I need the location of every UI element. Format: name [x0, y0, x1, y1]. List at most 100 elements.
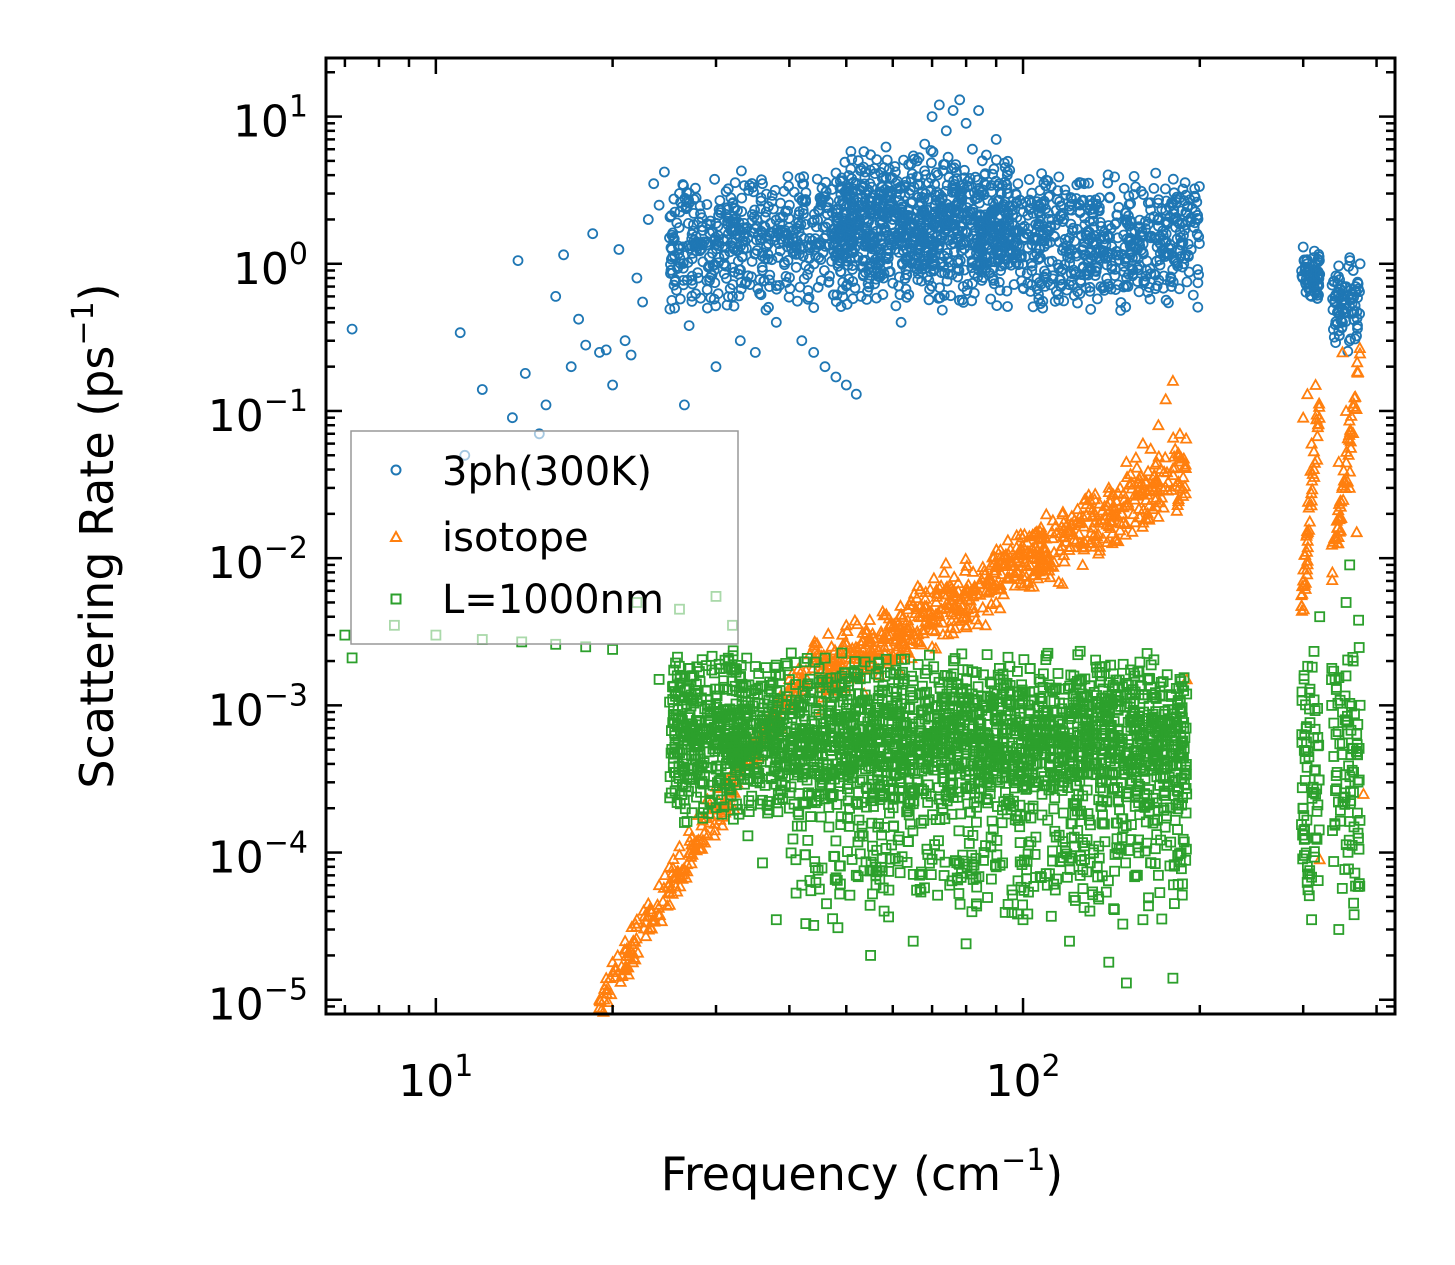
data-point: [1177, 261, 1188, 273]
data-point: [1070, 515, 1084, 527]
data-point: [346, 323, 358, 335]
data-point: [1342, 447, 1356, 460]
data-point: [766, 254, 778, 266]
data-point: [1014, 576, 1028, 589]
data-point: [1300, 562, 1314, 575]
data-point: [968, 287, 980, 299]
data-point: [751, 220, 763, 232]
data-point: [1344, 441, 1358, 453]
data-point: [919, 668, 931, 679]
data-point: [863, 281, 875, 293]
data-point: [1179, 177, 1191, 189]
data-point: [889, 244, 901, 255]
data-point: [641, 896, 655, 909]
data-point: [879, 607, 893, 620]
data-point: [893, 195, 905, 206]
data-point: [978, 256, 989, 268]
data-point: [596, 1004, 610, 1017]
data-point: [1098, 250, 1110, 262]
data-point: [1339, 455, 1353, 468]
data-point: [1054, 196, 1065, 208]
data-point: [1035, 693, 1047, 705]
data-point: [782, 171, 794, 183]
data-point: [981, 649, 993, 660]
data-point: [887, 214, 899, 225]
data-point: [896, 610, 910, 623]
data-point: [1045, 682, 1056, 694]
data-point: [839, 156, 851, 168]
data-point: [1088, 236, 1099, 248]
data-point: [735, 240, 746, 252]
data-point: [1113, 674, 1125, 686]
data-point: [620, 941, 634, 954]
data-point: [897, 748, 908, 760]
data-point: [580, 339, 592, 351]
data-point: [1166, 461, 1180, 474]
data-point: [954, 94, 966, 106]
data-point: [1042, 175, 1054, 187]
data-point: [1133, 286, 1145, 298]
data-point: [934, 189, 946, 200]
data-point: [1331, 520, 1345, 533]
data-point: [1067, 532, 1081, 545]
data-point: [669, 302, 680, 314]
data-point: [1001, 533, 1015, 546]
data-point: [1305, 436, 1319, 449]
data-point: [1033, 199, 1045, 211]
data-point: [1062, 525, 1077, 538]
data-point: [1010, 565, 1024, 577]
data-point: [1129, 450, 1143, 463]
data-point: [865, 230, 877, 242]
data-point: [976, 560, 990, 572]
data-point: [1130, 460, 1144, 473]
data-point: [775, 233, 787, 245]
data-point: [971, 617, 985, 630]
data-point: [1347, 308, 1358, 319]
data-point: [1024, 663, 1036, 674]
data-point: [1345, 333, 1356, 345]
data-point: [923, 233, 934, 244]
data-point: [858, 201, 870, 213]
data-point: [713, 204, 725, 215]
data-point: [1333, 260, 1345, 272]
data-point: [1185, 244, 1197, 256]
data-point: [1297, 548, 1312, 560]
data-point: [758, 275, 770, 287]
data-point: [839, 635, 853, 648]
data-point: [967, 230, 979, 242]
data-point: [1102, 481, 1116, 493]
data-point: [944, 621, 958, 633]
data-point: [1126, 263, 1138, 274]
data-point: [1136, 436, 1150, 449]
data-point: [824, 270, 835, 282]
data-point: [1181, 759, 1192, 770]
data-point: [664, 232, 675, 244]
data-point: [606, 965, 620, 978]
data-point: [659, 166, 670, 178]
data-point: [904, 594, 918, 607]
data-point: [974, 576, 988, 589]
data-point: [756, 261, 768, 273]
data-point: [794, 206, 805, 218]
data-point: [1325, 573, 1339, 585]
data-point: [895, 316, 907, 328]
data-point: [1095, 220, 1107, 232]
data-point: [770, 214, 782, 226]
data-point: [1016, 275, 1027, 287]
data-point: [850, 797, 862, 808]
data-point: [926, 157, 937, 169]
data-point: [930, 586, 944, 599]
data-point: [1113, 481, 1127, 493]
data-point: [729, 177, 741, 189]
data-point: [639, 915, 653, 928]
data-point: [1111, 217, 1122, 229]
data-point: [920, 169, 932, 181]
data-point: [688, 207, 700, 219]
data-point: [1111, 534, 1125, 547]
data-point: [1017, 258, 1029, 270]
data-point: [1012, 551, 1026, 564]
data-point: [1023, 579, 1037, 592]
data-point: [1123, 467, 1138, 480]
data-point: [749, 248, 761, 260]
data-point: [558, 249, 569, 261]
